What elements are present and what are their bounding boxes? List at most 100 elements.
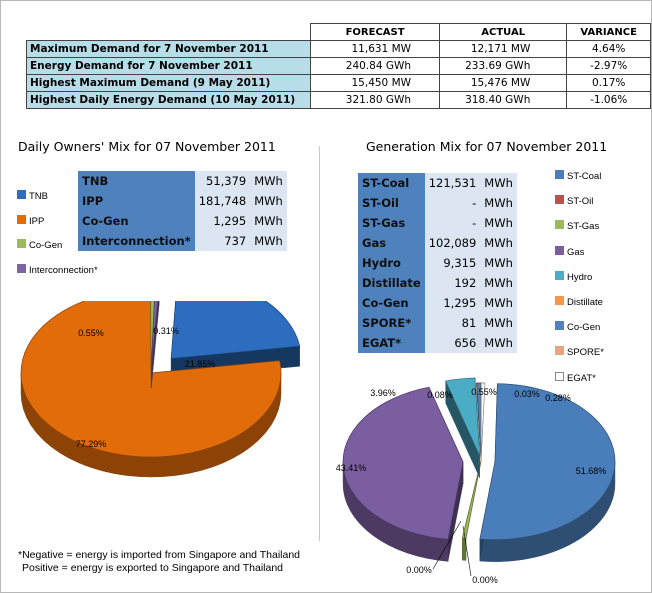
summary-row: Highest Maximum Demand (9 May 2011) 15,45… <box>25 74 651 92</box>
legend-label: ST-Gas <box>567 221 600 233</box>
mix-value: - <box>424 193 481 213</box>
legend-swatch <box>555 270 564 280</box>
pie-data-label: 51.68% <box>576 466 607 476</box>
demand-summary-table: FORECAST ACTUAL VARIANCE Maximum Demand … <box>25 23 651 109</box>
mix-unit: MWh <box>250 191 287 211</box>
legend-swatch <box>555 170 564 179</box>
pie-slice-st-gas <box>461 460 482 561</box>
legend-swatch <box>555 220 564 230</box>
legend-label: Co-Gen <box>29 240 63 251</box>
summary-body: Maximum Demand for 7 November 2011 11,631… <box>25 40 651 109</box>
pie-slice-interconnection <box>151 301 160 388</box>
mix-row-egat: EGAT* 656 MWh <box>358 333 517 353</box>
legend-item-egat: EGAT* <box>555 371 596 384</box>
mix-name: IPP <box>78 191 195 211</box>
pie-slice-top <box>480 382 486 462</box>
mix-row-st-oil: ST-Oil - MWh <box>358 193 517 213</box>
actual-value: 318.40 GWh <box>439 91 568 109</box>
legend-label: SPORE* <box>567 347 604 359</box>
mix-row-distillate: Distillate 192 MWh <box>358 273 517 293</box>
legend-item-co-gen: Co-Gen <box>555 321 600 333</box>
legend-label: EGAT* <box>567 372 596 384</box>
legend-swatch <box>17 263 26 273</box>
generation-mix-table: ST-Coal 121,531 MWh ST-Oil - MWh ST-Gas - MWh Gas… <box>358 173 517 353</box>
footnote-line-2: Positive = energy is exported to Singapo… <box>22 562 284 574</box>
mix-row-interconnection: Interconnection* 737 MWh <box>78 231 287 251</box>
legend-swatch <box>17 214 26 224</box>
legend-item-st-coal: ST-Coal <box>555 170 601 182</box>
mix-row-co-gen: Co-Gen 1,295 MWh <box>358 293 517 313</box>
legend-item-spore: SPORE* <box>555 346 604 358</box>
owners-mix-title: Daily Owners' Mix for 07 November 2011 <box>18 139 276 154</box>
actual-value: 12,171 MW <box>439 40 568 58</box>
pie-slice-top <box>150 301 155 368</box>
mix-value: 737 <box>194 231 251 251</box>
pie-slice-top <box>342 386 464 540</box>
pie-slice-top <box>170 301 301 360</box>
divider <box>319 146 320 541</box>
mix-value: 102,089 <box>424 233 481 253</box>
pie-data-label: 0.03% <box>514 389 540 399</box>
legend-label: Gas <box>567 246 585 258</box>
legend-item-st-oil: ST-Oil <box>555 195 593 207</box>
pie-data-label: 0.00% <box>406 565 432 575</box>
legend-swatch <box>555 195 564 205</box>
mix-name: Co-Gen <box>358 293 425 313</box>
mix-unit: MWh <box>480 333 517 353</box>
mix-value: 1,295 <box>424 293 481 313</box>
summary-row-label: Highest Daily Energy Demand (10 May 2011… <box>25 91 312 109</box>
mix-row-hydro: Hydro 9,315 MWh <box>358 253 517 273</box>
pie-slice-egat <box>480 382 486 462</box>
variance-value: -1.06% <box>566 91 651 109</box>
mix-name: Distillate <box>358 273 425 293</box>
actual-header: ACTUAL <box>439 23 568 41</box>
pie-slice-gas <box>342 386 464 562</box>
legend-swatch <box>555 245 564 255</box>
mix-row-spore: SPORE* 81 MWh <box>358 313 517 333</box>
mix-value: 121,531 <box>424 173 481 193</box>
footnote: *Negative = energy is imported from Sing… <box>18 549 300 575</box>
variance-value: 4.64% <box>566 40 651 58</box>
pie-data-label: 43.41% <box>336 463 367 473</box>
mix-value: 181,748 <box>194 191 251 211</box>
legend-label: TNB <box>29 191 48 202</box>
forecast-value: 240.84 GWh <box>310 57 441 75</box>
mix-unit: MWh <box>250 231 287 251</box>
mix-unit: MWh <box>480 253 517 273</box>
owners-mix-table: TNB 51,379 MWh IPP 181,748 MWh Co-Gen 1,295 MWh I… <box>78 171 287 251</box>
forecast-header: FORECAST <box>310 23 441 41</box>
pie-data-label: 0.55% <box>78 328 104 338</box>
mix-unit: MWh <box>480 233 517 253</box>
legend-swatch <box>555 346 564 356</box>
pie-slice-top <box>461 460 482 539</box>
mix-unit: MWh <box>480 193 517 213</box>
legend-label: ST-Oil <box>567 196 594 208</box>
variance-header: VARIANCE <box>566 23 651 41</box>
pie-data-label: 0.08% <box>427 390 453 400</box>
pie-slice-top <box>479 383 616 540</box>
variance-value: 0.17% <box>566 74 651 92</box>
mix-unit: MWh <box>480 213 517 233</box>
mix-name: SPORE* <box>358 313 425 333</box>
pie-data-label: 3.96% <box>370 388 396 398</box>
mix-unit: MWh <box>250 171 287 191</box>
mix-unit: MWh <box>480 273 517 293</box>
mix-unit: MWh <box>250 211 287 231</box>
mix-name: EGAT* <box>358 333 425 353</box>
pie-data-label: 21.85% <box>185 359 216 369</box>
actual-value: 233.69 GWh <box>439 57 568 75</box>
legend-swatch <box>555 296 564 305</box>
summary-row-label: Energy Demand for 7 November 2011 <box>25 57 312 75</box>
generation-mix-title: Generation Mix for 07 November 2011 <box>366 139 608 154</box>
legend-swatch <box>555 371 564 381</box>
mix-value: 51,379 <box>194 171 251 191</box>
summary-row: Maximum Demand for 7 November 2011 11,631… <box>25 40 651 58</box>
mix-unit: MWh <box>480 173 517 193</box>
mix-value: 1,295 <box>194 211 251 231</box>
mix-row-st-gas: ST-Gas - MWh <box>358 213 517 233</box>
legend-item-interconnection: Interconnection* <box>17 263 98 276</box>
owners-pie-chart: 21.85% 77.29% 0.55% 0.31% <box>20 301 301 478</box>
summary-row: Highest Daily Energy Demand (10 May 2011… <box>25 91 651 109</box>
mix-row-gas: Gas 102,089 MWh <box>358 233 517 253</box>
